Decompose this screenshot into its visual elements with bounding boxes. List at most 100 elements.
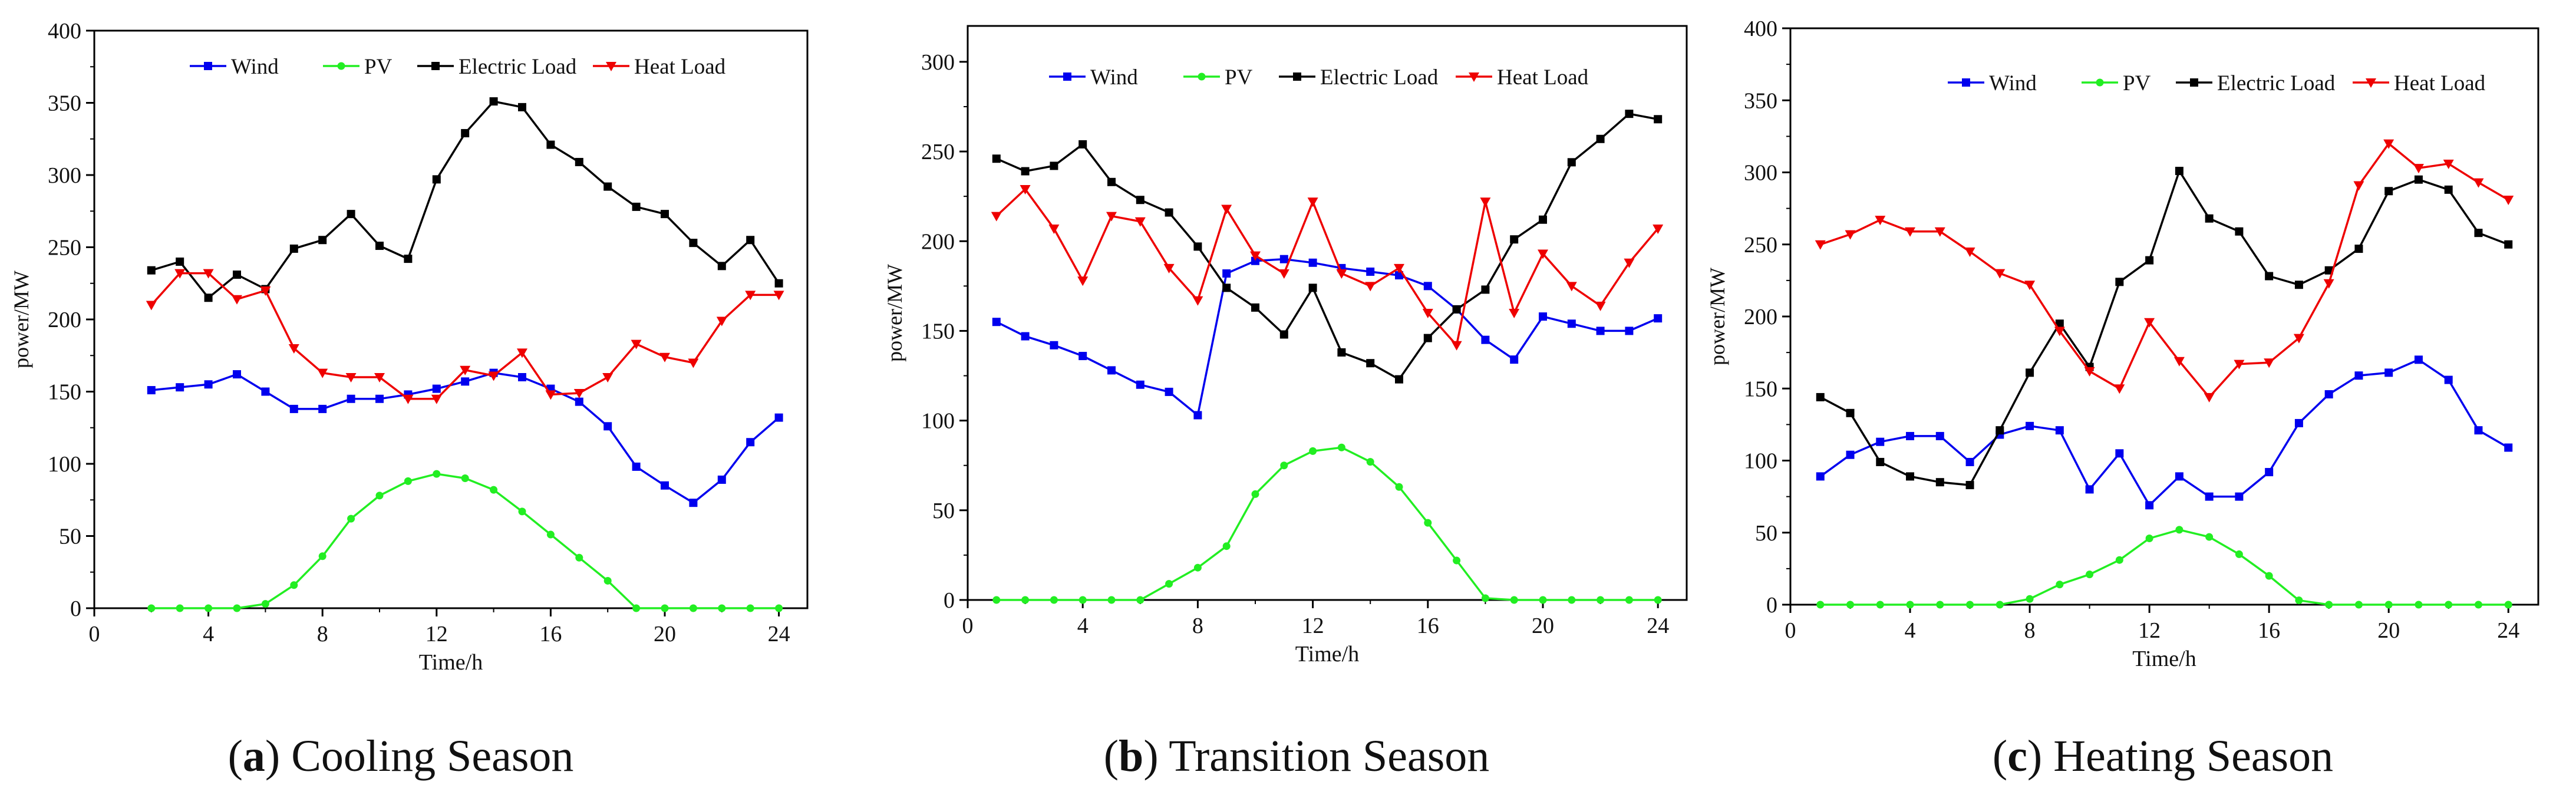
data-point-electric-load [2354,245,2363,253]
data-point-wind [1654,314,1663,323]
data-point-wind [261,387,270,396]
legend-marker-heat-load [606,62,616,71]
data-point-heat-load [545,390,556,400]
data-point-electric-load [689,239,698,248]
caption-letter: b [1119,731,1144,781]
data-point-wind [2145,501,2154,510]
x-tick-label: 0 [962,614,974,638]
data-point-wind [661,481,669,490]
y-tick-label: 200 [921,229,955,254]
data-point-pv [718,604,726,612]
x-tick-label: 16 [1417,614,1439,638]
x-axis-label: Time/h [2132,647,2196,671]
data-point-heat-load [602,373,614,382]
data-point-electric-load [176,258,184,266]
data-point-heat-load [2293,334,2304,344]
series-heat-load [1815,139,2514,403]
data-point-heat-load [146,301,157,311]
x-tick-label: 16 [539,622,562,647]
legend-marker-pv [1198,72,1206,81]
data-point-electric-load [2175,167,2184,176]
data-point-pv [1136,596,1144,604]
data-point-pv [546,530,555,539]
data-point-wind [1423,282,1432,291]
data-point-heat-load [1845,230,1856,240]
series-heat-load [991,184,1664,351]
data-point-heat-load [2383,139,2394,149]
data-point-heat-load [1624,258,1635,268]
caption-heating-season: (c) Heating Season [1992,731,2334,781]
data-point-wind [1366,267,1375,276]
data-point-heat-load [1480,197,1491,207]
data-point-wind [2235,492,2244,501]
y-tick-label: 50 [1755,521,1777,546]
series-heat-load [146,269,784,404]
data-point-wind [233,370,241,379]
y-tick-label: 200 [1744,305,1777,329]
x-tick-label: 16 [2258,618,2280,643]
data-point-pv [2205,533,2214,541]
data-point-wind [2444,375,2453,384]
x-tick-label: 8 [317,622,328,647]
data-point-pv [2325,601,2333,609]
data-point-wind [717,475,726,484]
data-point-pv [1539,596,1547,604]
data-point-pv [318,552,326,560]
data-point-electric-load [1935,478,1944,487]
data-point-pv [2354,601,2363,609]
data-point-pv [2504,601,2512,609]
data-point-pv [1654,596,1662,604]
data-point-heat-load [1048,224,1060,234]
data-point-wind [774,413,783,422]
legend-label-heat-load: Heat Load [1497,65,1589,90]
data-point-pv [1846,601,1855,609]
data-point-heat-load [1509,309,1520,318]
legend-marker-electric-load [431,62,440,70]
data-point-pv [1309,447,1317,455]
data-point-electric-load [318,236,327,245]
data-point-electric-load [1366,359,1375,368]
data-point-wind [1876,437,1885,446]
data-point-wind [461,377,470,386]
data-point-electric-load [1539,215,1547,224]
data-point-electric-load [1337,348,1346,357]
data-point-electric-load [2265,272,2274,281]
data-point-pv [992,596,1001,604]
y-tick-label: 150 [48,380,81,405]
caption-text: Cooling Season [291,731,574,781]
data-point-electric-load [1452,305,1461,314]
data-point-heat-load [1250,251,1261,261]
data-point-heat-load [488,371,499,381]
data-point-pv [1193,563,1202,572]
data-point-pv [347,515,355,523]
y-tick-label: 0 [1766,593,1777,618]
series-pv [147,470,783,612]
data-point-pv [603,576,612,585]
data-point-heat-load [2443,159,2454,169]
data-point-pv [2086,570,2094,579]
data-point-electric-load [746,236,755,245]
data-point-electric-load [1816,393,1825,401]
data-point-heat-load [1134,217,1146,227]
x-tick-label: 4 [203,622,214,647]
data-point-pv [1395,483,1403,491]
legend-label-pv: PV [1225,65,1253,90]
data-point-pv [1906,601,1914,609]
data-point-heat-load [631,339,642,349]
x-tick-label: 4 [1905,618,1916,643]
legend-label-heat-load: Heat Load [634,55,726,79]
data-point-heat-load [403,394,414,404]
data-point-pv [1876,601,1884,609]
data-point-electric-load [2115,278,2124,286]
data-point-wind [1567,319,1576,328]
y-tick-label: 300 [48,163,81,188]
data-point-electric-load [1654,115,1663,124]
data-point-pv [2445,601,2453,609]
data-point-pv [518,507,526,516]
caption-letter: c [2007,731,2027,781]
data-point-heat-load [1595,301,1606,311]
caption-letter: a [242,731,265,781]
y-tick-label: 100 [921,409,955,434]
data-point-wind [1308,258,1317,267]
